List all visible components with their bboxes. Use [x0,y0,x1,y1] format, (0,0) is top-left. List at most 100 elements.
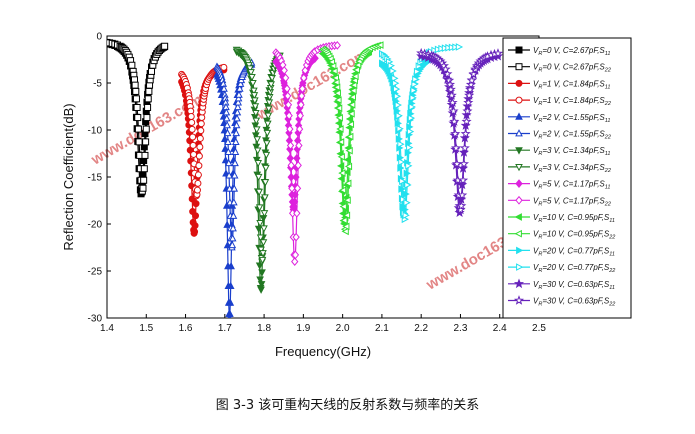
legend-label: VR=10 V, C=0.95pF,S22 [533,230,615,241]
data-point [144,103,152,111]
legend-swatch-marker [515,79,523,87]
data-point [256,234,265,242]
data-point [448,105,459,116]
data-point [221,144,230,152]
series-line [421,55,500,213]
data-point [350,76,358,85]
legend-label: VR=1 V, C=1.84pF,S11 [533,79,610,90]
data-point [251,103,260,111]
legend-swatch-marker [515,46,523,54]
data-point [191,222,199,230]
legend-item: VR=30 V, C=0.63pF,S22 [508,295,615,308]
data-point [406,143,414,152]
data-point [434,45,443,54]
data-point [257,281,266,289]
data-point [330,67,338,75]
data-point [143,114,151,122]
data-point [397,140,405,149]
data-point [393,92,402,101]
data-point [259,215,268,223]
legend-item: VR=2 V, C=1.55pF,S11 [508,112,610,124]
legend-swatch-marker [513,278,525,289]
data-point [351,72,359,81]
legend-item: VR=3 V, C=1.34pF,S22 [508,163,611,174]
data-point [352,66,360,74]
data-point [226,309,234,317]
legend-swatch-marker [516,246,524,255]
data-point [284,100,293,110]
data-point [189,133,197,141]
legend-swatch-marker [515,96,523,104]
data-point [404,148,412,157]
data-point [188,119,196,127]
data-point [452,43,460,51]
x-tick-label: 1.9 [296,323,310,334]
data-point [295,124,304,134]
data-point [235,84,244,92]
data-point [438,44,446,53]
legend-item: VR=20 V, C=0.77pF,S11 [508,246,615,257]
series-12 [379,57,433,219]
data-point [144,95,152,103]
legend-item: VR=0 V, C=2.67pF,S22 [508,63,611,74]
data-point [300,73,308,83]
data-point [195,162,203,170]
data-point [332,78,340,87]
data-point [223,220,232,228]
data-point [411,80,419,89]
x-axis-label: Frequency(GHz) [275,344,371,359]
data-point [441,44,450,53]
legend-item: VR=2 V, C=1.55pF,S22 [508,129,611,141]
data-point [142,138,150,146]
legend-item: VR=1 V, C=1.84pF,S11 [508,79,610,90]
data-point [460,128,471,139]
y-tick-label: -20 [88,220,103,231]
data-point [458,158,469,169]
data-point [395,111,403,120]
data-point [455,43,464,51]
legend: VR=0 V, C=2.67pF,S11 VR=0 V, C=2.67pF,S22… [502,37,632,319]
data-point [140,165,148,173]
data-point [447,97,458,107]
data-point [224,137,232,145]
series-15 [416,47,504,215]
data-point [334,96,342,104]
data-point [293,208,301,218]
x-tick-label: 2.0 [336,323,350,334]
data-point [446,90,457,100]
data-point [255,204,264,212]
data-point [444,79,456,89]
data-point [223,128,232,137]
data-point [327,58,336,66]
data-point [353,61,362,69]
data-point [228,240,237,249]
data-point [261,194,269,202]
data-point [296,111,304,121]
data-point [398,158,406,166]
data-point [448,43,457,52]
x-tick-label: 2.4 [493,323,507,334]
x-tick-label: 1.4 [100,323,114,334]
data-point [220,126,229,134]
legend-swatch-marker [515,164,523,172]
data-point [342,211,351,220]
data-point [262,151,271,160]
y-tick-label: -30 [88,314,103,325]
data-point [458,175,469,185]
legend-item: VR=10 V, C=0.95pF,S11 [508,213,615,224]
legend-label: VR=2 V, C=1.55pF,S22 [533,130,611,141]
data-point [134,125,142,133]
data-point [128,61,136,69]
data-point [350,81,358,90]
legend-label: VR=1 V, C=1.84pF,S22 [533,96,611,107]
data-point [392,85,401,93]
legend-swatch-marker [515,112,523,120]
data-point [257,286,265,294]
data-point [335,113,343,122]
data-point [234,98,242,106]
data-point [286,141,295,150]
legend-item: VR=3 V, C=1.34pF,S11 [508,146,610,157]
data-point [346,132,354,141]
data-point [334,104,343,113]
data-point [220,134,229,142]
